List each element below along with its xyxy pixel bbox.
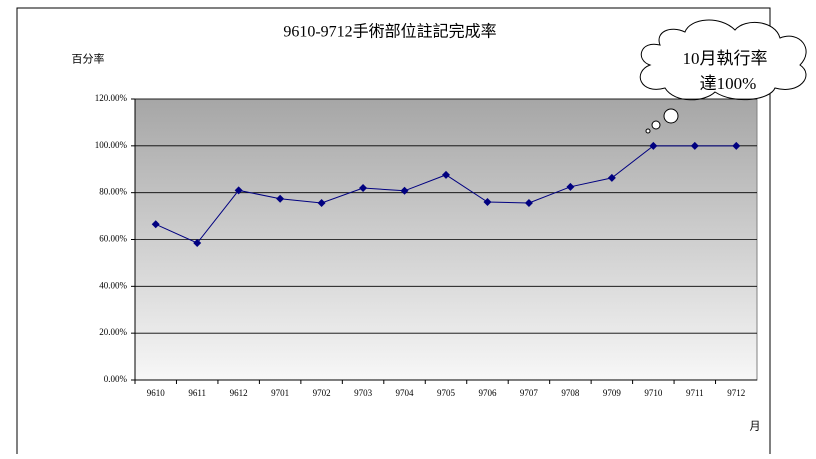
x-tick-label: 9610 (147, 388, 166, 398)
bubble (664, 109, 678, 123)
bubble (646, 129, 650, 133)
x-tick-label: 9705 (437, 388, 456, 398)
x-tick-label: 9712 (727, 388, 745, 398)
chart-title: 9610-9712手術部位註記完成率 (283, 23, 496, 41)
x-tick-label: 9711 (686, 388, 704, 398)
x-tick-label: 9706 (478, 388, 497, 398)
chart: 9610-9712手術部位註記完成率 百分率 月 10月執行率 達100% 0.… (0, 0, 816, 454)
y-tick-label: 80.00% (99, 187, 127, 197)
callout-text: 達100% (700, 74, 757, 93)
x-tick-label: 9707 (520, 388, 539, 398)
x-axis-label: 月 (750, 421, 761, 433)
y-tick-label: 40.00% (99, 280, 127, 290)
x-tick-label: 9611 (188, 388, 206, 398)
callout-text: 10月執行率 (683, 49, 768, 68)
x-tick-label: 9703 (354, 388, 373, 398)
y-tick-label: 100.00% (95, 140, 128, 150)
x-tick-label: 9702 (313, 388, 331, 398)
x-tick-label: 9709 (603, 388, 622, 398)
bubble (652, 121, 660, 129)
x-tick-label: 9612 (230, 388, 248, 398)
y-tick-label: 60.00% (99, 234, 127, 244)
y-tick-label: 20.00% (99, 327, 127, 337)
page: 9610-9712手術部位註記完成率 百分率 月 10月執行率 達100% 0.… (0, 0, 816, 454)
x-tick-label: 9710 (644, 388, 663, 398)
x-tick-label: 9708 (561, 388, 580, 398)
y-axis-label: 百分率 (72, 52, 105, 66)
y-tick-label: 120.00% (95, 93, 128, 103)
x-tick-label: 9704 (396, 388, 415, 398)
x-tick-label: 9701 (271, 388, 289, 398)
y-tick-label: 0.00% (104, 374, 128, 384)
